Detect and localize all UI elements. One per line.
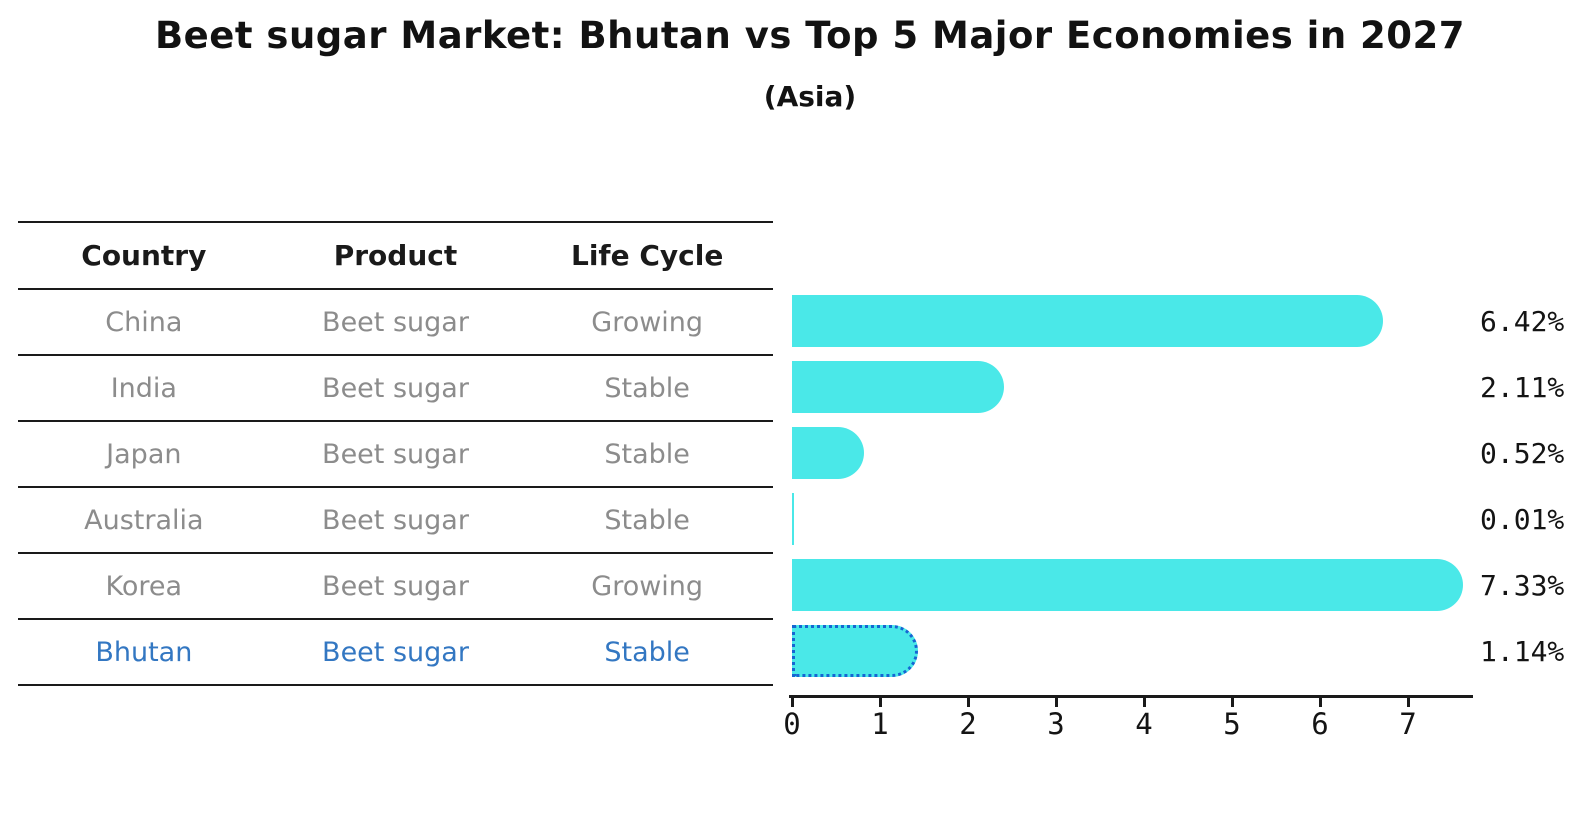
x-tick-label: 3 [1047, 707, 1065, 741]
bar-value-label-bhutan: 1.14% [1480, 635, 1565, 668]
cell-lifecycle: Stable [604, 636, 690, 668]
cell-lifecycle: Stable [604, 438, 690, 470]
x-axis-tick [1231, 696, 1234, 707]
cell-country: China [105, 306, 183, 338]
cell-product: Beet sugar [322, 570, 469, 602]
column-header-country: Country [81, 239, 207, 272]
table-row-bhutan: Bhutan Beet sugar Stable [18, 618, 773, 684]
x-tick-label: 0 [783, 707, 801, 741]
x-axis-tick [1319, 696, 1322, 707]
x-tick-label: 1 [871, 707, 889, 741]
x-axis-tick [1407, 696, 1410, 707]
cell-lifecycle: Stable [604, 504, 690, 536]
table-row-india: India Beet sugar Stable [18, 354, 773, 420]
bar-india [792, 361, 1004, 413]
cell-product: Beet sugar [322, 438, 469, 470]
table-row-china: China Beet sugar Growing [18, 288, 773, 354]
bar-bhutan [792, 625, 919, 677]
x-tick-label: 7 [1399, 707, 1417, 741]
table-row-japan: Japan Beet sugar Stable [18, 420, 773, 486]
cell-country: Korea [105, 570, 183, 602]
x-axis-tick [879, 696, 882, 707]
x-axis-tick [1143, 696, 1146, 707]
cell-country: India [110, 372, 177, 404]
summary-table: Country Product Life Cycle China Beet su… [18, 221, 773, 686]
chart-title: Beet sugar Market: Bhutan vs Top 5 Major… [154, 14, 1466, 57]
bar-china [792, 295, 1383, 347]
x-tick-label: 4 [1135, 707, 1153, 741]
cell-country: Japan [106, 438, 182, 470]
table-row-korea: Korea Beet sugar Growing [18, 552, 773, 618]
x-axis-tick [967, 696, 970, 707]
cell-country: Australia [84, 504, 204, 536]
bar-japan [792, 427, 864, 479]
bar-australia [792, 493, 794, 545]
x-axis-tick [1055, 696, 1058, 707]
x-axis-line [789, 695, 1473, 698]
x-axis-tick [791, 696, 794, 707]
x-tick-label: 6 [1311, 707, 1329, 741]
column-header-product: Product [333, 239, 458, 272]
cell-lifecycle: Growing [591, 570, 704, 602]
x-tick-label: 2 [959, 707, 977, 741]
cell-product: Beet sugar [322, 306, 469, 338]
bar-value-label-japan: 0.52% [1480, 437, 1565, 470]
cell-product: Beet sugar [322, 636, 469, 668]
cell-lifecycle: Stable [604, 372, 690, 404]
chart-subtitle: (Asia) [763, 80, 857, 113]
bar-korea [792, 559, 1464, 611]
bar-value-label-korea: 7.33% [1480, 569, 1565, 602]
table-header-row: Country Product Life Cycle [18, 221, 773, 288]
column-header-lifecycle: Life Cycle [570, 239, 724, 272]
bar-value-label-china: 6.42% [1480, 305, 1565, 338]
x-tick-label: 5 [1223, 707, 1241, 741]
cell-country: Bhutan [95, 636, 193, 668]
bar-value-label-australia: 0.01% [1480, 503, 1565, 536]
bar-value-label-india: 2.11% [1480, 371, 1565, 404]
table-row-australia: Australia Beet sugar Stable [18, 486, 773, 552]
cell-product: Beet sugar [322, 504, 469, 536]
cell-lifecycle: Growing [591, 306, 704, 338]
cell-product: Beet sugar [322, 372, 469, 404]
